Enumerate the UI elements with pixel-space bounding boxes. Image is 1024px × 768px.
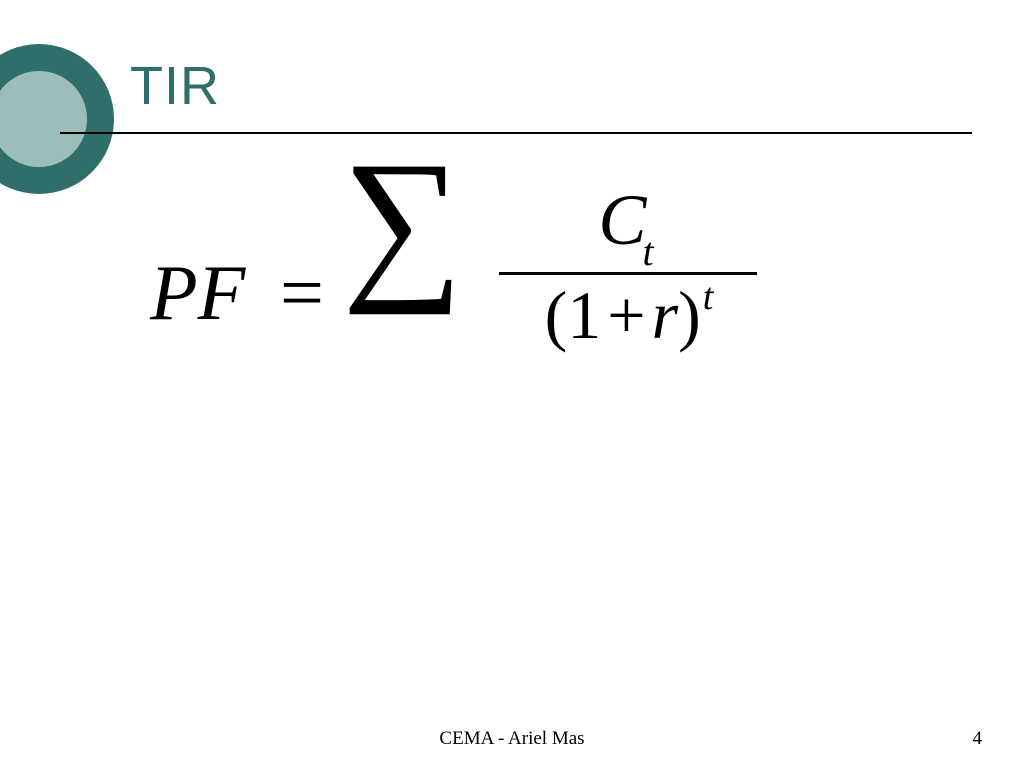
numerator-var: C <box>598 180 646 260</box>
footer-author: CEMA - Ariel Mas <box>0 728 1024 750</box>
fraction-numerator: Ct <box>498 184 758 266</box>
denominator-open-paren: ( <box>545 277 568 353</box>
footer-page-number: 4 <box>973 728 983 750</box>
formula-lhs: PF <box>150 248 245 338</box>
corner-decoration <box>0 44 114 194</box>
denominator-one: 1 <box>567 277 601 353</box>
formula: PF = ∑ Ct (1+r)t <box>150 170 760 370</box>
slide-title: TIR <box>130 55 220 117</box>
denominator-close-paren: ) <box>678 277 701 353</box>
formula-equals: = <box>280 248 324 338</box>
sigma-icon: ∑ <box>342 136 463 306</box>
formula-fraction: Ct (1+r)t <box>498 184 758 349</box>
title-underline <box>60 132 972 134</box>
fraction-denominator: (1+r)t <box>498 281 758 349</box>
denominator-var: r <box>652 277 678 353</box>
footer: CEMA - Ariel Mas 4 <box>0 728 1024 752</box>
fraction-bar <box>499 272 757 275</box>
denominator-superscript: t <box>703 276 714 318</box>
numerator-subscript: t <box>642 229 653 274</box>
denominator-plus: + <box>601 277 651 353</box>
slide: TIR PF = ∑ Ct (1+r)t CEMA - Ariel Mas 4 <box>0 0 1024 768</box>
